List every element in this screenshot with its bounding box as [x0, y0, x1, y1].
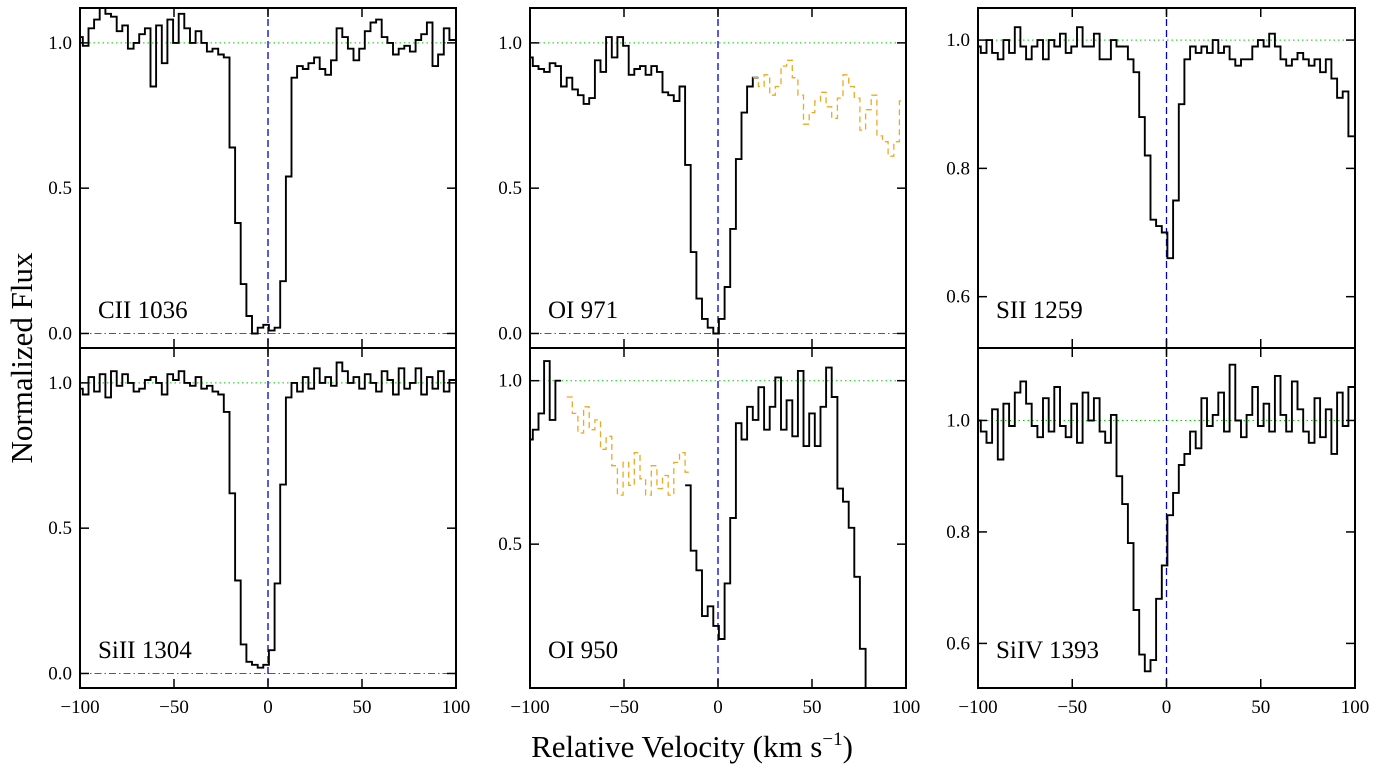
xtick-label-siiv-1393-0: −100	[958, 697, 997, 718]
panel-siii-1304: 0.0 0.5 1.0 −100 −50 0 50 100 SiII 1304	[48, 347, 471, 718]
ytick-label-cii-1036-0: 0.0	[48, 323, 72, 344]
xtick-label-oi-950-0: −100	[510, 697, 549, 718]
ytick-label-oi-971-1: 0.5	[498, 178, 522, 199]
xtick-label-siiv-1393-2: 0	[1162, 697, 1172, 718]
ytick-label-siiv-1393-1: 0.8	[946, 522, 970, 543]
panel-oi-950: 0.5 1.0 −100 −50 0 50 100 OI 950	[498, 347, 921, 718]
x-axis-title-close: )	[843, 729, 853, 764]
ytick-label-siii-1304-1: 0.5	[48, 518, 72, 539]
ytick-label-oi-971-0: 0.0	[498, 323, 522, 344]
ytick-label-sii-1259-2: 1.0	[946, 30, 970, 51]
xtick-label-oi-950-2: 0	[713, 697, 723, 718]
spectrum-siii-1304-0	[80, 361, 456, 669]
spectrum-oi-971-0	[530, 36, 759, 335]
panel-oi-971: 0.0 0.5 1.0 OI 971	[498, 7, 907, 349]
ytick-label-oi-950-0: 0.5	[498, 534, 522, 555]
ion-label-cii-1036: CII 1036	[98, 297, 188, 324]
xtick-label-siii-1304-3: 50	[353, 697, 372, 718]
spectrum-cii-1036-0	[80, 8, 456, 335]
xtick-label-siiv-1393-1: −50	[1057, 697, 1087, 718]
ion-label-siii-1304: SiII 1304	[98, 637, 192, 664]
x-axis-title: Relative Velocity (km s−1)	[531, 729, 853, 764]
plot-area-siii-1304	[80, 348, 456, 688]
spectrum-sii-1259-0	[978, 26, 1355, 260]
ion-label-siiv-1393: SiIV 1393	[996, 637, 1099, 664]
blended-spectrum-oi-950-1	[566, 396, 691, 496]
ytick-label-sii-1259-1: 0.8	[946, 158, 970, 179]
spectrum-oi-950-2	[685, 366, 867, 688]
blended-spectrum-oi-971-1	[752, 59, 906, 157]
ytick-label-oi-950-1: 1.0	[498, 371, 522, 392]
ion-label-sii-1259: SII 1259	[996, 297, 1083, 324]
panel-siiv-1393: 0.6 0.8 1.0 −100 −50 0 50 100 SiIV 1393	[946, 347, 1370, 718]
ion-label-oi-971: OI 971	[548, 297, 618, 324]
x-axis-title-exponent: −1	[822, 729, 842, 750]
xtick-label-oi-950-3: 50	[803, 697, 822, 718]
ion-label-oi-950: OI 950	[548, 637, 618, 664]
xtick-label-siii-1304-0: −100	[60, 697, 99, 718]
plot-area-oi-950	[530, 348, 906, 688]
x-axis-title-main: Relative Velocity (km s	[531, 729, 822, 764]
spectrum-siiv-1393-0	[978, 363, 1355, 673]
ytick-label-cii-1036-2: 1.0	[48, 33, 72, 54]
panel-cii-1036: 0.0 0.5 1.0 CII 1036	[48, 7, 457, 349]
xtick-label-siii-1304-1: −50	[159, 697, 189, 718]
plot-area-cii-1036	[80, 8, 456, 348]
xtick-label-siiv-1393-4: 100	[1341, 697, 1370, 718]
xtick-label-siiv-1393-3: 50	[1251, 697, 1270, 718]
y-axis-title: Normalized Flux	[4, 252, 39, 463]
panel-sii-1259: 0.6 0.8 1.0 SII 1259	[946, 7, 1356, 349]
ytick-label-siiv-1393-2: 1.0	[946, 410, 970, 431]
xtick-label-siii-1304-4: 100	[442, 697, 471, 718]
ytick-label-siii-1304-2: 1.0	[48, 373, 72, 394]
spectrum-oi-950-0	[530, 360, 561, 441]
ytick-label-siiv-1393-0: 0.6	[946, 633, 970, 654]
ytick-label-oi-971-2: 1.0	[498, 33, 522, 54]
xtick-label-siii-1304-2: 0	[263, 697, 273, 718]
plot-area-siiv-1393	[978, 348, 1355, 688]
plot-area-oi-971	[530, 8, 906, 348]
ytick-label-cii-1036-1: 0.5	[48, 178, 72, 199]
xtick-label-oi-950-4: 100	[892, 697, 921, 718]
plot-area-sii-1259	[978, 8, 1355, 348]
ytick-label-sii-1259-0: 0.6	[946, 287, 970, 308]
xtick-label-oi-950-1: −50	[609, 697, 639, 718]
ytick-label-siii-1304-0: 0.0	[48, 663, 72, 684]
